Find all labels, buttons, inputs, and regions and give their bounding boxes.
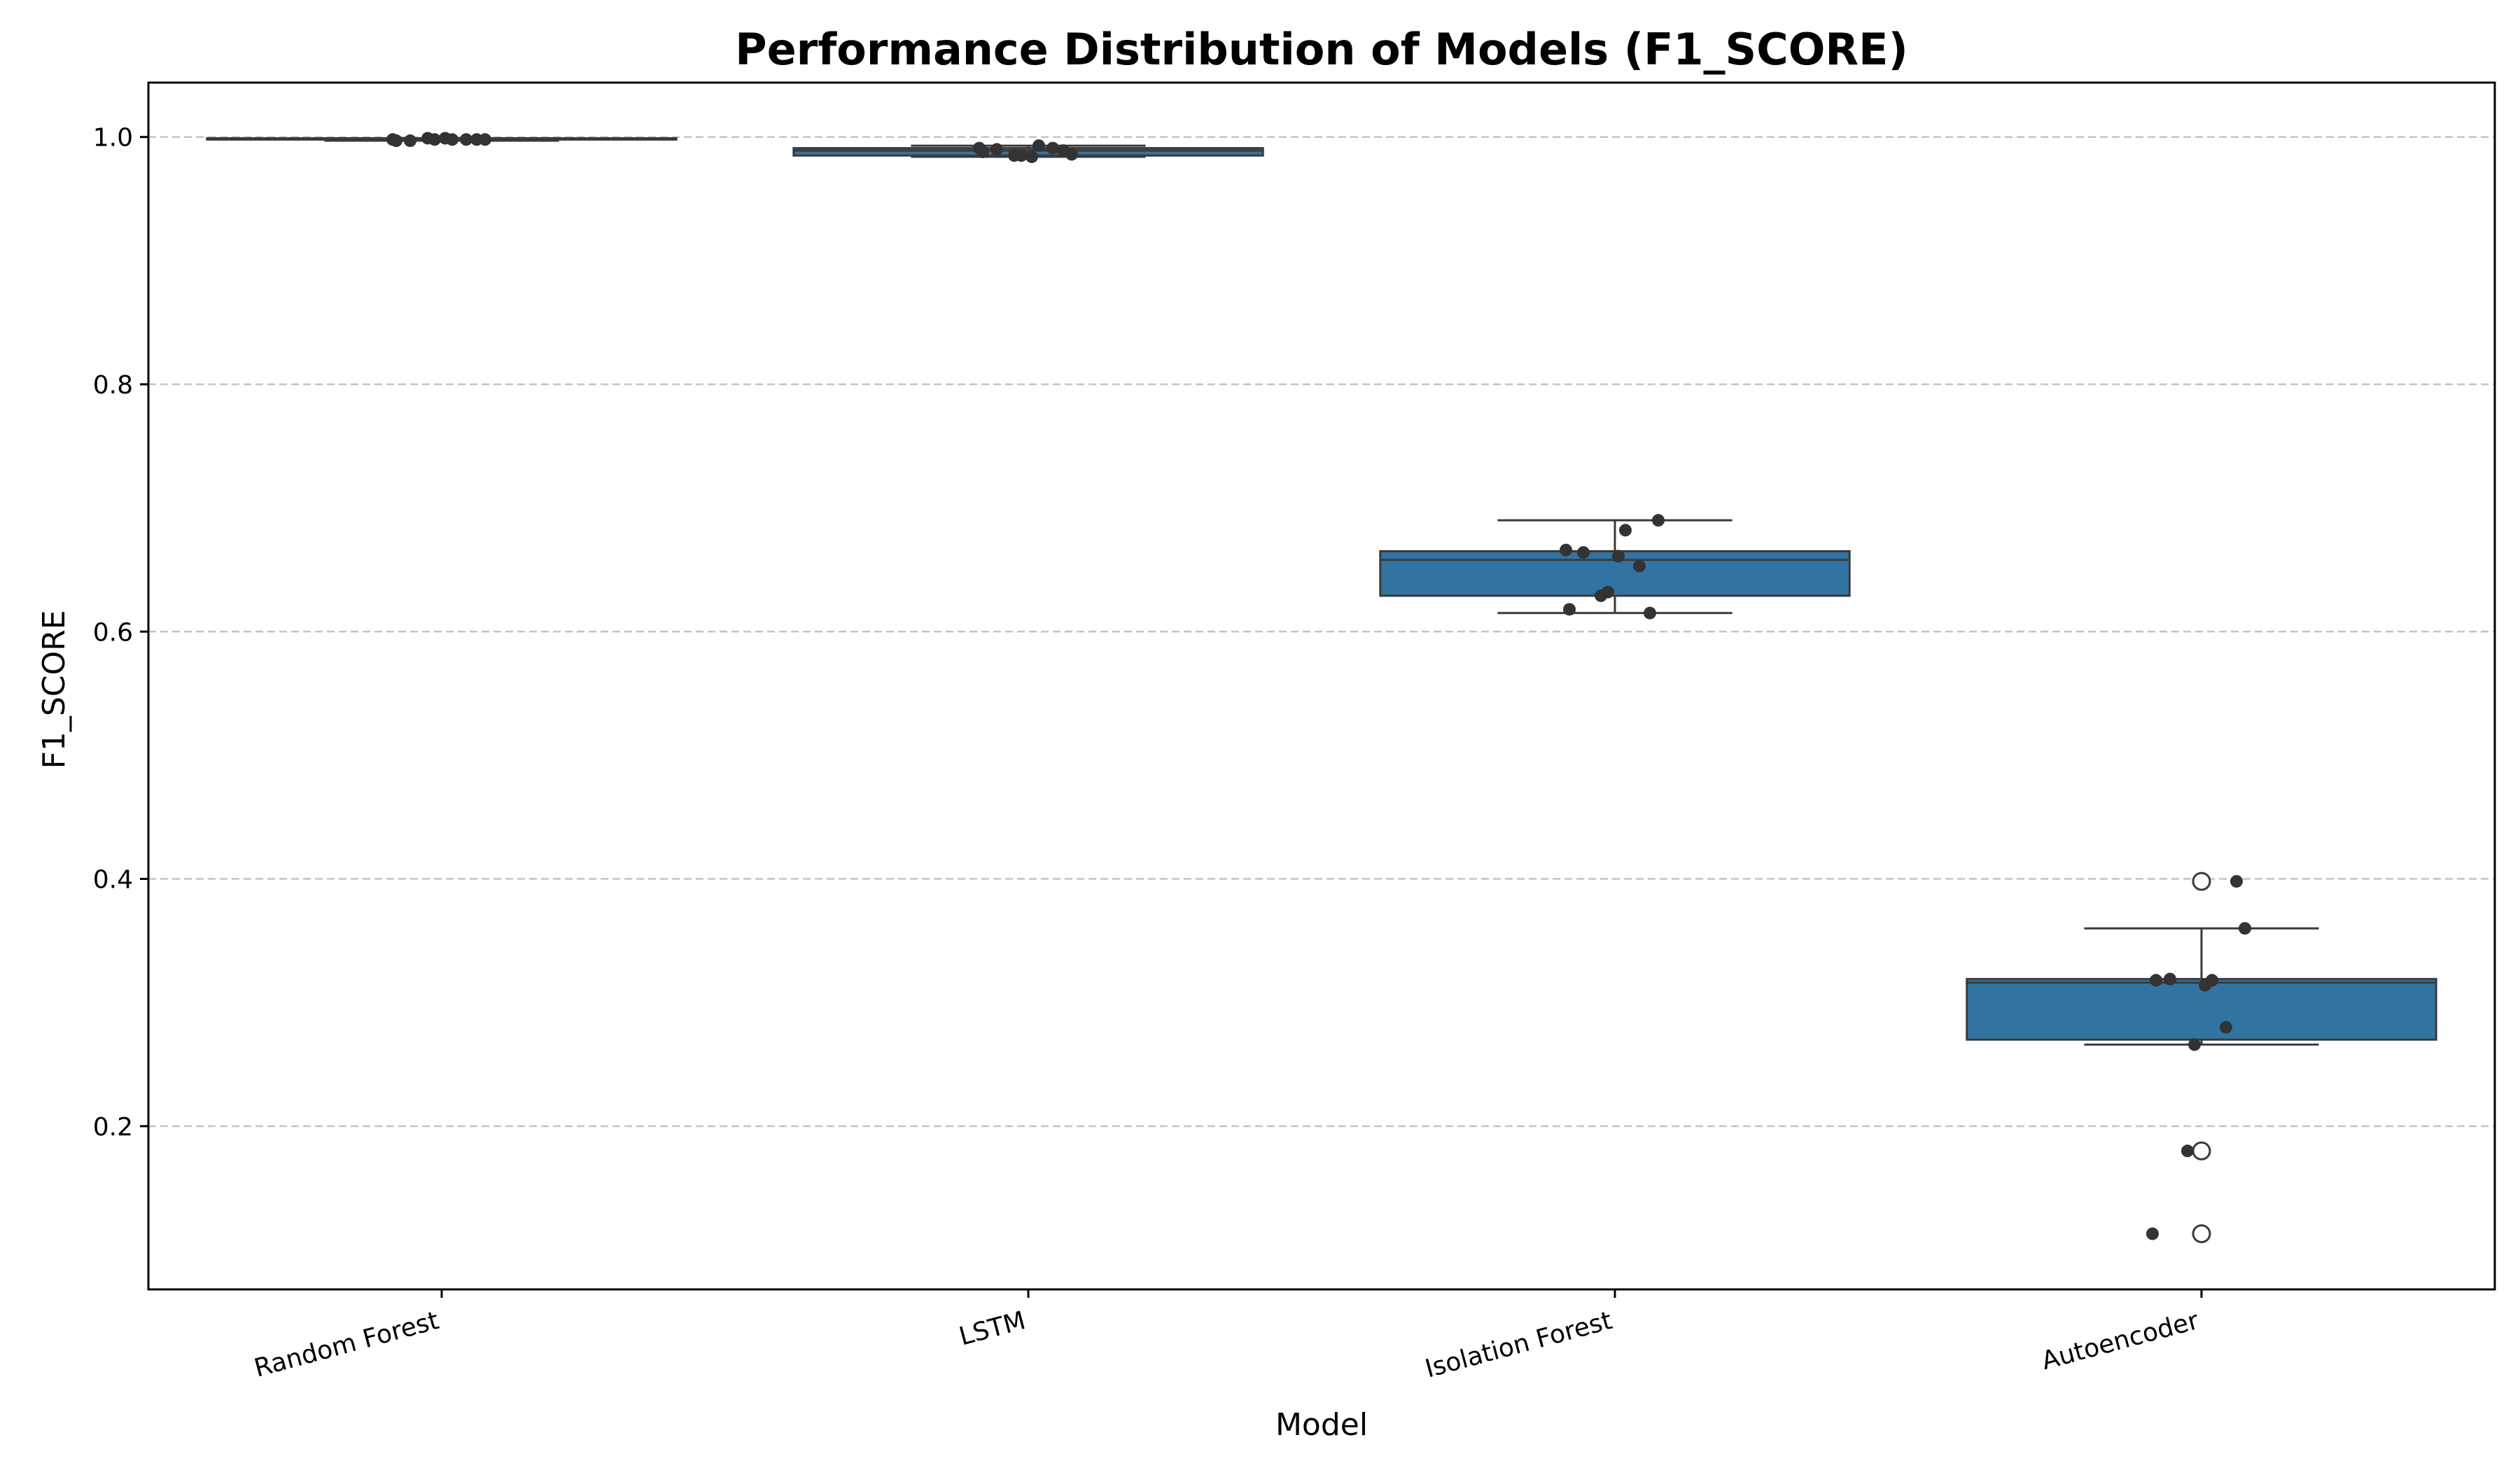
gridlines xyxy=(148,136,2495,1128)
strip-point xyxy=(1026,150,1038,163)
x-axis-label: Model xyxy=(1275,1407,1368,1443)
y-tick-label: 1.0 xyxy=(93,124,133,153)
strip-point xyxy=(2146,1227,2159,1240)
strip-point xyxy=(1560,543,1572,556)
strip-point xyxy=(390,134,402,148)
strip-point xyxy=(404,134,416,148)
strip-point xyxy=(1652,514,1665,527)
strip-point xyxy=(2230,875,2243,888)
strip-point xyxy=(2150,974,2162,987)
strip-point xyxy=(1644,606,1656,620)
strip-point xyxy=(1612,550,1625,563)
y-axis: 0.2 0.4 0.6 0.8 1.0 xyxy=(93,124,148,1142)
y-tick-label: 0.6 xyxy=(93,618,133,647)
strip-point xyxy=(1015,149,1028,162)
y-tick-label: 0.2 xyxy=(93,1113,133,1142)
strip-point xyxy=(2164,972,2176,986)
outlier-point xyxy=(2192,872,2211,891)
strip-point xyxy=(439,132,451,145)
strip-point xyxy=(1046,141,1059,155)
strip-point xyxy=(2220,1021,2232,1034)
strip-point xyxy=(479,133,491,146)
y-tick-label: 0.8 xyxy=(93,371,133,400)
strip-point xyxy=(2239,922,2251,935)
strip-point xyxy=(1577,546,1590,559)
plot-area-frame xyxy=(147,81,2496,1291)
strip-points xyxy=(386,132,2251,1240)
strip-point xyxy=(428,133,441,146)
strip-point xyxy=(460,133,472,146)
y-tick-label: 0.4 xyxy=(93,866,133,895)
strip-point xyxy=(976,145,989,158)
strip-point xyxy=(2199,979,2211,992)
strip-point xyxy=(1065,148,1078,161)
strip-point xyxy=(2188,1038,2201,1051)
strip-point xyxy=(1032,139,1045,153)
chart-title: Performance Distribution of Models (F1_S… xyxy=(735,24,1908,75)
outlier-point xyxy=(2192,1224,2211,1244)
strip-point xyxy=(1602,585,1614,598)
strip-point xyxy=(990,143,1003,156)
strip-point xyxy=(2181,1144,2194,1158)
strip-point xyxy=(1563,603,1576,616)
y-axis-label: F1_SCORE xyxy=(36,610,72,769)
strip-point xyxy=(1619,524,1632,537)
strip-point xyxy=(1633,559,1646,573)
outlier-point xyxy=(2192,1141,2211,1161)
